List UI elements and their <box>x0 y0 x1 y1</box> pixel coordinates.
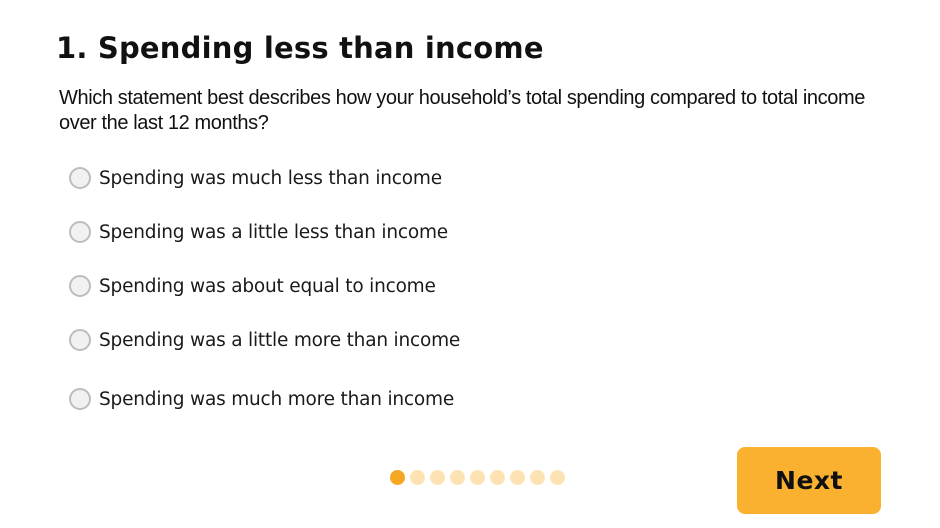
progress-dot <box>450 470 465 485</box>
option-little-less[interactable]: Spending was a little less than income <box>69 216 448 248</box>
option-label: Spending was about equal to income <box>99 275 436 297</box>
question-title: 1. Spending less than income <box>56 31 544 65</box>
radio-button[interactable] <box>69 167 91 189</box>
progress-dot <box>550 470 565 485</box>
option-about-equal[interactable]: Spending was about equal to income <box>69 270 436 302</box>
radio-button[interactable] <box>69 221 91 243</box>
progress-dots <box>390 470 565 485</box>
progress-dot <box>430 470 445 485</box>
option-label: Spending was a little less than income <box>99 221 448 243</box>
option-much-more[interactable]: Spending was much more than income <box>69 383 454 415</box>
option-little-more[interactable]: Spending was a little more than income <box>69 324 460 356</box>
option-label: Spending was a little more than income <box>99 329 461 351</box>
progress-dot <box>490 470 505 485</box>
radio-button[interactable] <box>69 388 91 410</box>
progress-dot <box>530 470 545 485</box>
option-label: Spending was much more than income <box>99 388 455 410</box>
progress-dot <box>470 470 485 485</box>
radio-button[interactable] <box>69 275 91 297</box>
progress-dot <box>410 470 425 485</box>
radio-button[interactable] <box>69 329 91 351</box>
progress-dot <box>510 470 525 485</box>
next-button[interactable]: Next <box>737 447 881 514</box>
option-much-less[interactable]: Spending was much less than income <box>69 162 442 194</box>
question-text: Which statement best describes how your … <box>59 87 865 134</box>
progress-dot-active <box>390 470 405 485</box>
option-label: Spending was much less than income <box>99 167 442 189</box>
